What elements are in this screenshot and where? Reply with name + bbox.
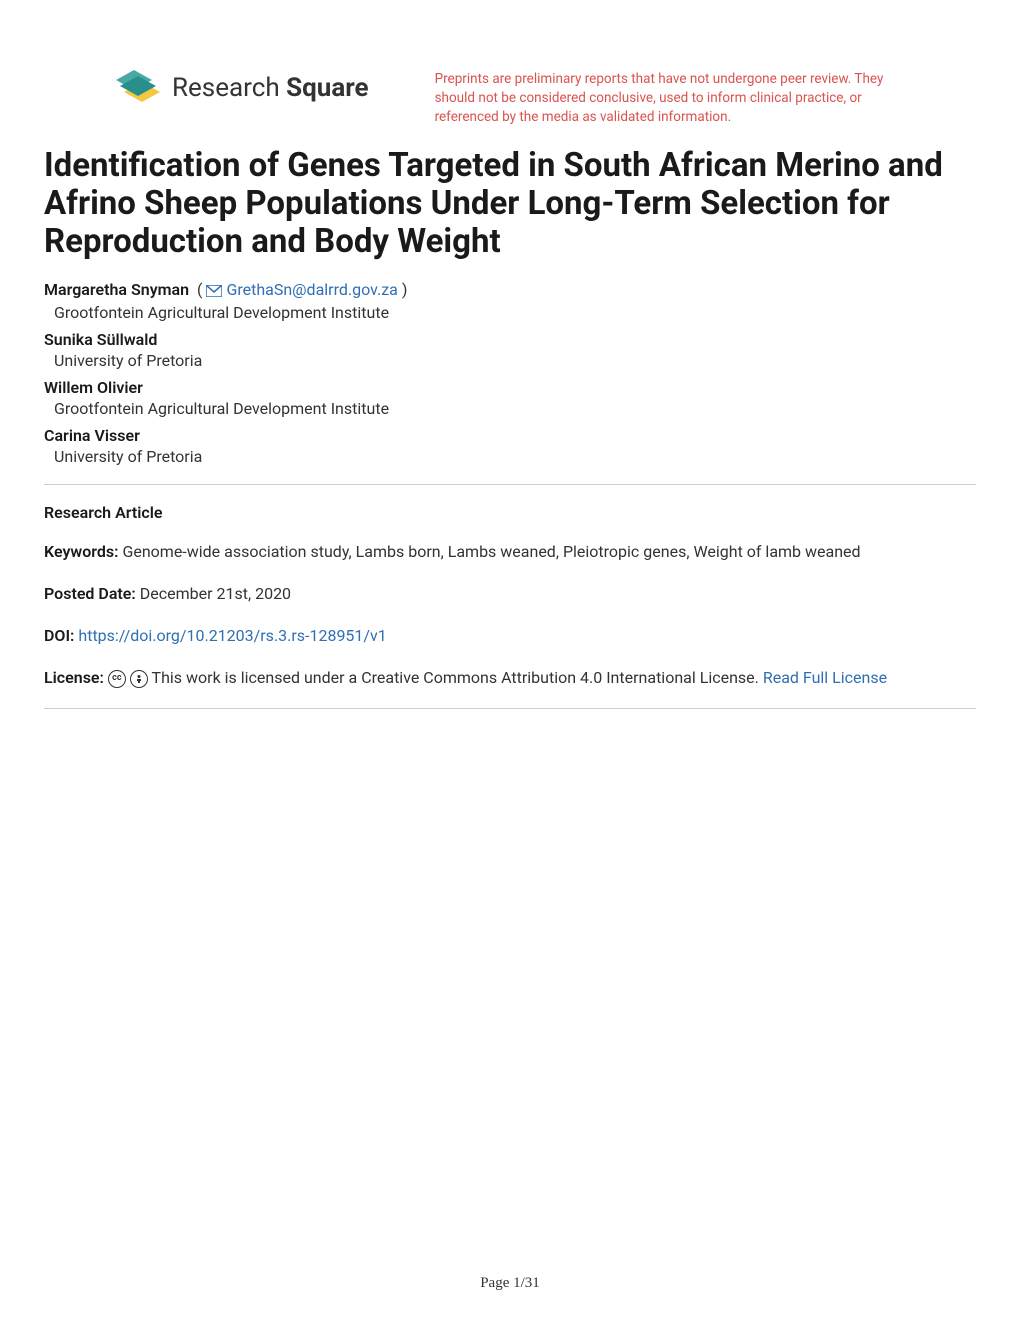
logo: Research Square bbox=[116, 70, 369, 106]
keywords-value: Genome-wide association study, Lambs bor… bbox=[122, 542, 860, 561]
logo-secondary-text: Square bbox=[286, 73, 368, 103]
author-block: Sunika Süllwald University of Pretoria bbox=[44, 330, 976, 370]
keywords-row: Keywords: Genome-wide association study,… bbox=[44, 540, 976, 564]
disclaimer-text: Preprints are preliminary reports that h… bbox=[435, 70, 885, 127]
full-license-link[interactable]: Read Full License bbox=[763, 668, 887, 687]
author-affiliation: Grootfontein Agricultural Development In… bbox=[44, 303, 976, 322]
author-affiliation: University of Pretoria bbox=[44, 351, 976, 370]
author-name: Willem Olivier bbox=[44, 378, 143, 397]
divider bbox=[44, 708, 976, 709]
license-text: This work is licensed under a Creative C… bbox=[152, 668, 763, 687]
doi-row: DOI: https://doi.org/10.21203/rs.3.rs-12… bbox=[44, 624, 976, 648]
author-block: Margaretha Snyman ( GrethaSn@dalrrd.gov.… bbox=[44, 280, 976, 321]
license-label: License: bbox=[44, 668, 104, 687]
author-affiliation: University of Pretoria bbox=[44, 447, 976, 466]
divider bbox=[44, 484, 976, 485]
author-email-link[interactable]: GrethaSn@dalrrd.gov.za bbox=[226, 280, 397, 299]
posted-date-value: December 21st, 2020 bbox=[140, 584, 291, 603]
envelope-icon bbox=[206, 282, 222, 301]
cc-icons: cc bbox=[108, 670, 148, 688]
logo-text: Research Square bbox=[172, 73, 369, 103]
author-block: Carina Visser University of Pretoria bbox=[44, 426, 976, 466]
author-name: Carina Visser bbox=[44, 426, 140, 445]
article-type: Research Article bbox=[44, 503, 976, 522]
email-wrapper: ( GrethaSn@dalrrd.gov.za ) bbox=[193, 280, 407, 299]
cc-icon: cc bbox=[108, 670, 126, 688]
page-number: Page 1/31 bbox=[0, 1275, 1020, 1292]
doi-label: DOI: bbox=[44, 626, 74, 645]
authors-list: Margaretha Snyman ( GrethaSn@dalrrd.gov.… bbox=[44, 280, 976, 465]
author-name: Sunika Süllwald bbox=[44, 330, 157, 349]
posted-date-label: Posted Date: bbox=[44, 584, 136, 603]
keywords-label: Keywords: bbox=[44, 542, 118, 561]
author-name: Margaretha Snyman bbox=[44, 280, 189, 299]
paper-title: Identification of Genes Targeted in Sout… bbox=[44, 147, 976, 261]
by-icon bbox=[130, 670, 148, 688]
logo-primary-text: Research bbox=[172, 73, 280, 103]
doi-link[interactable]: https://doi.org/10.21203/rs.3.rs-128951/… bbox=[78, 626, 386, 645]
author-block: Willem Olivier Grootfontein Agricultural… bbox=[44, 378, 976, 418]
license-row: License: cc This work is licensed under … bbox=[44, 666, 976, 690]
header-row: Research Square Preprints are preliminar… bbox=[44, 70, 976, 127]
logo-icon bbox=[116, 70, 160, 106]
posted-date-row: Posted Date: December 21st, 2020 bbox=[44, 582, 976, 606]
author-affiliation: Grootfontein Agricultural Development In… bbox=[44, 399, 976, 418]
